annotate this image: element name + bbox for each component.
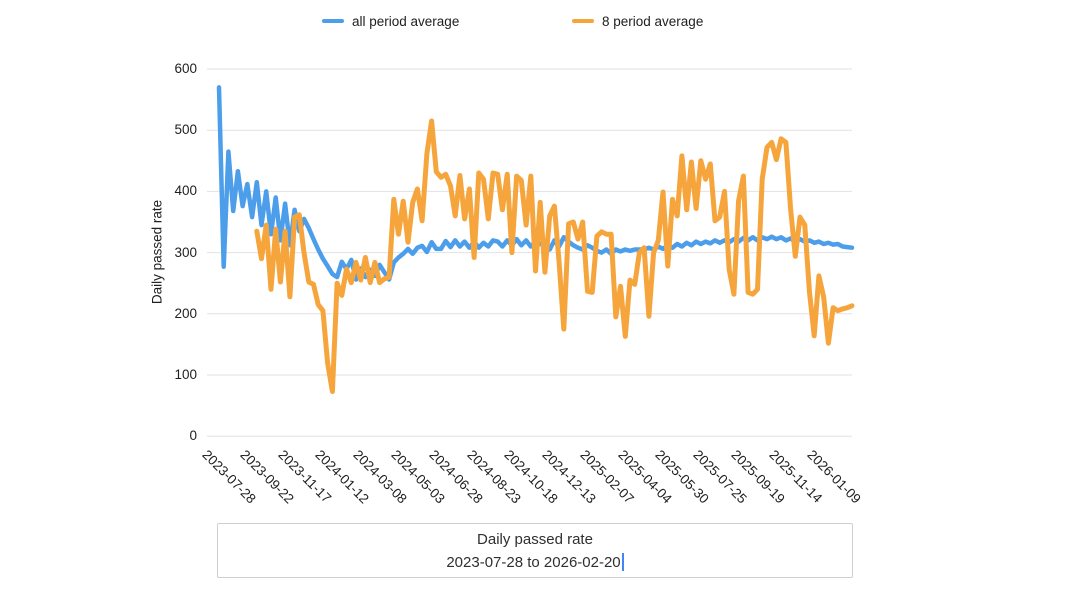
y-tick-label: 500 <box>174 122 197 138</box>
y-tick-label: 300 <box>174 244 197 260</box>
legend-item-all-period-average[interactable]: all period average <box>322 13 459 29</box>
y-tick-label: 100 <box>174 367 197 382</box>
y-tick-label: 600 <box>174 61 197 76</box>
y-tick-label: 200 <box>174 305 197 321</box>
caption-title-line: Daily passed rate <box>477 530 593 548</box>
text-cursor <box>621 552 624 571</box>
legend-swatch-blue <box>322 19 344 23</box>
legend-label: 8 period average <box>602 13 704 29</box>
legend-item-8-period-average[interactable]: 8 period average <box>572 13 703 29</box>
series-line-8-period-average <box>254 118 855 394</box>
legend-label: all period average <box>352 13 460 29</box>
y-tick-label: 400 <box>174 183 197 199</box>
caption-range-line: 2023-07-28 to 2026-02-20 <box>446 551 624 574</box>
chart-caption-editbox[interactable]: Daily passed rate 2023-07-28 to 2026-02-… <box>217 523 853 578</box>
legend-swatch-orange <box>572 19 594 23</box>
caption-range-text: 2023-07-28 to 2026-02-20 <box>446 553 621 571</box>
y-tick-label: 0 <box>189 428 197 444</box>
